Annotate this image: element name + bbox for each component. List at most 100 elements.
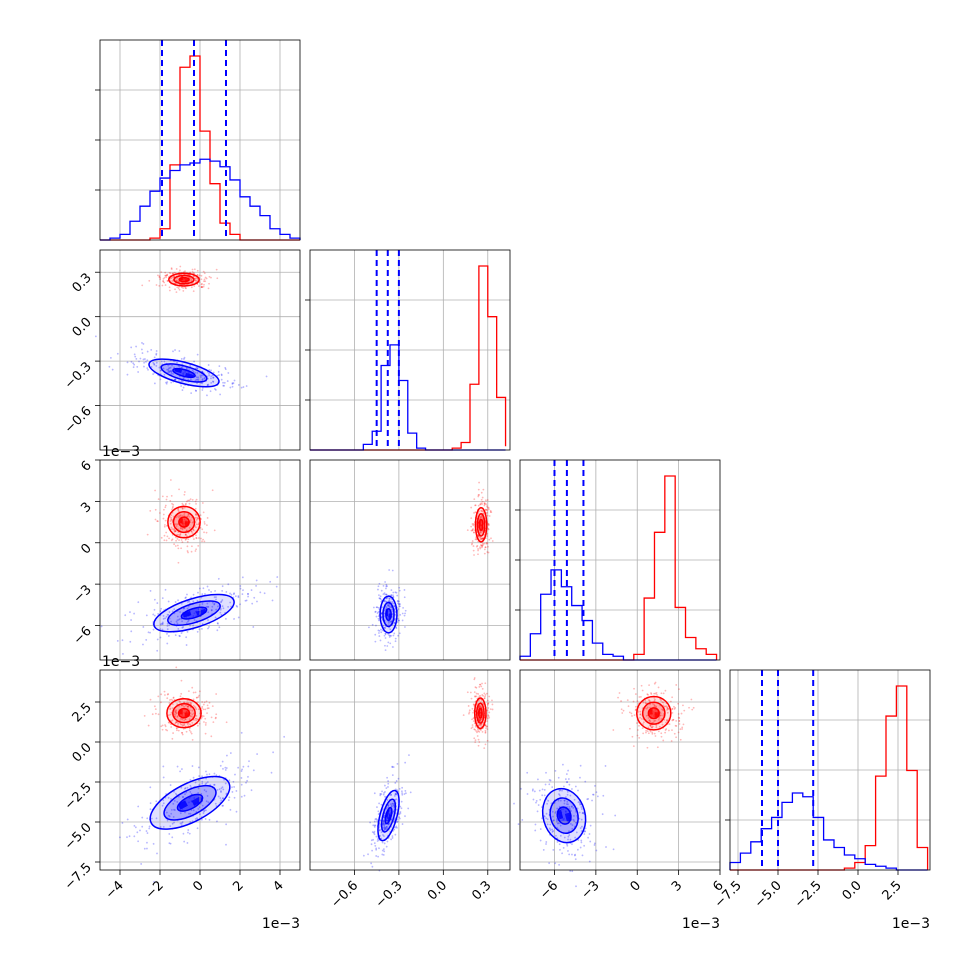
sample-point — [479, 718, 481, 721]
sample-point — [143, 361, 146, 364]
y-tick-label: 6 — [78, 458, 94, 474]
sample-point — [382, 793, 385, 796]
sample-point — [159, 369, 162, 372]
sample-point — [642, 732, 645, 735]
sample-point — [160, 271, 163, 274]
sample-point — [170, 711, 173, 714]
sample-point — [165, 728, 167, 731]
sample-point — [161, 724, 164, 727]
sample-point — [225, 792, 228, 795]
sample-point — [397, 608, 400, 611]
sample-point — [188, 729, 191, 732]
sample-point — [180, 385, 183, 387]
sample-point — [230, 593, 233, 596]
sample-point — [204, 280, 207, 283]
sample-point — [391, 774, 394, 777]
sample-point — [483, 533, 486, 536]
sample-point — [473, 737, 476, 740]
sample-point — [382, 848, 385, 851]
sample-point — [404, 761, 407, 764]
sample-point — [181, 796, 184, 798]
sample-point — [372, 832, 375, 834]
sample-point — [165, 498, 168, 501]
sample-point — [200, 707, 203, 710]
sample-point — [176, 515, 179, 518]
sample-point — [201, 782, 204, 785]
sample-point — [188, 374, 190, 377]
sample-point — [376, 838, 379, 841]
sample-point — [574, 785, 577, 788]
sample-point — [184, 287, 187, 289]
sample-point — [185, 701, 188, 704]
sample-point — [618, 692, 621, 694]
density-peak-cell — [480, 712, 482, 717]
sample-point — [372, 838, 375, 841]
sample-point — [567, 835, 570, 838]
sample-point — [186, 786, 189, 789]
sample-point — [154, 518, 157, 521]
contour-line — [160, 363, 208, 383]
sample-point — [195, 708, 198, 711]
sample-point — [179, 718, 182, 720]
sample-point — [382, 624, 385, 627]
sample-point — [183, 840, 186, 843]
contour-line — [166, 698, 202, 729]
sample-point — [214, 389, 217, 391]
sample-point — [189, 731, 192, 733]
sample-point — [169, 842, 172, 845]
sample-point — [653, 696, 656, 699]
sample-point — [164, 271, 167, 274]
sample-point — [184, 718, 187, 721]
sample-point — [187, 372, 190, 374]
sample-point — [152, 373, 155, 376]
sample-point — [559, 824, 562, 827]
sample-point — [374, 611, 377, 613]
sample-point — [219, 611, 222, 614]
sample-point — [220, 787, 223, 790]
sample-point — [215, 596, 217, 599]
sample-point — [385, 585, 388, 588]
sample-point — [641, 689, 644, 692]
sample-point — [183, 615, 185, 618]
sample-point — [171, 502, 173, 505]
sample-point — [166, 381, 169, 384]
sample-point — [545, 841, 548, 843]
sample-point — [380, 803, 383, 806]
sample-point — [574, 836, 576, 839]
sample-point — [172, 697, 175, 699]
red-contours — [636, 695, 672, 731]
sample-point — [241, 576, 244, 579]
sample-point — [200, 537, 202, 540]
sample-point — [566, 800, 569, 803]
contour-line — [153, 593, 235, 633]
sample-point — [148, 279, 151, 282]
sample-point — [221, 585, 224, 588]
sample-point — [139, 357, 142, 360]
sample-point — [227, 583, 230, 586]
sample-point — [665, 705, 668, 708]
sample-point — [184, 597, 187, 599]
sample-point — [475, 692, 478, 695]
sample-point — [382, 822, 385, 825]
sample-point — [383, 842, 386, 845]
sample-point — [477, 504, 480, 507]
sample-point — [233, 796, 236, 799]
sample-point — [183, 278, 185, 281]
sample-point — [181, 528, 184, 531]
sample-point — [208, 369, 211, 371]
sample-point — [475, 686, 478, 689]
sample-point — [394, 793, 397, 796]
sample-point — [198, 775, 201, 777]
sample-point — [202, 587, 205, 590]
sample-point — [183, 358, 185, 360]
sample-point — [479, 728, 482, 731]
sample-point — [183, 719, 186, 722]
sample-point — [175, 291, 178, 294]
sample-point — [670, 740, 673, 742]
sample-point — [567, 778, 570, 780]
sample-point — [212, 380, 214, 383]
sample-point — [205, 770, 207, 773]
sample-point — [649, 720, 652, 723]
sample-point — [604, 765, 607, 767]
sample-point — [159, 610, 162, 613]
